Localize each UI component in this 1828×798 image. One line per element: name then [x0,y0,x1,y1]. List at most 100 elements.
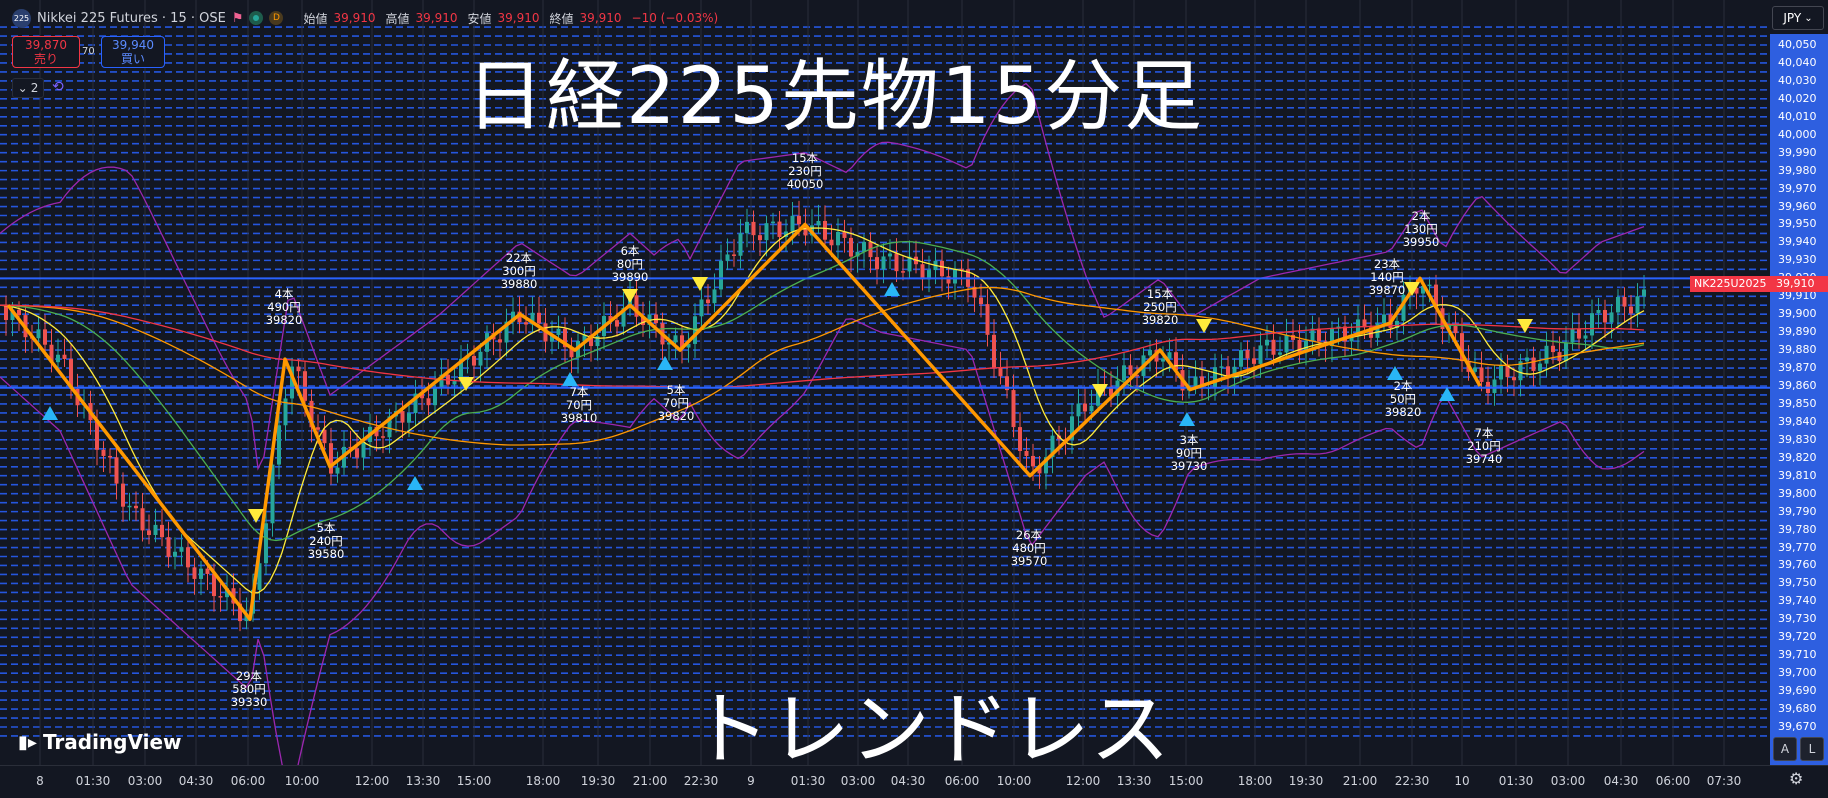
price-tick-label: 39,770 [1778,540,1817,554]
price-tick-label: 39,720 [1778,630,1817,644]
time-tick-label: 06:00 [944,774,980,788]
time-tick-label: 01:30 [75,774,111,788]
candle-body [745,221,749,234]
symbol-badge[interactable]: 225 [12,8,31,28]
candle-body [348,446,353,449]
candle-body [719,260,723,290]
candle-body [504,321,509,343]
time-tick-label: 10:00 [996,774,1032,788]
candle-body [1330,328,1334,347]
auto-scale-button[interactable]: A [1773,737,1797,761]
candle-body [1596,309,1601,314]
candle-body [290,366,294,399]
flag-icon[interactable]: ⚑ [231,10,244,26]
candle-body [426,398,431,406]
time-tick-label: 15:00 [456,774,492,788]
candle-body [537,312,541,324]
candle-body [1018,427,1022,451]
candle-body [992,334,996,369]
candle-body [907,256,912,272]
candle-body [888,253,892,257]
price-tick-label: 39,800 [1778,486,1817,500]
candle-body [816,220,821,226]
candle-body [257,563,262,590]
moving-average-series [0,227,1645,594]
tradingview-logo[interactable]: ▮▸ TradingView [18,730,182,754]
candle-body [309,400,314,428]
time-tick-label: 21:00 [632,774,668,788]
candle-body [1245,350,1250,359]
price-tick-label: 39,900 [1778,307,1817,321]
candle-body [439,374,444,388]
price-tick-label: 39,750 [1778,576,1817,590]
candle-body [121,483,125,507]
candle-body [706,299,710,304]
price-tick-label: 39,940 [1778,235,1817,249]
signal-markers [42,277,1533,523]
candle-body [1174,352,1178,371]
candle-body [413,393,418,414]
chevron-down-icon: ⌄ [1804,12,1813,24]
price-tick-label: 39,760 [1778,558,1817,572]
candle-body [283,398,288,426]
candle-body [1167,352,1172,359]
candle-body [1414,287,1419,294]
candle-body [589,335,593,347]
candle-body [1609,312,1614,323]
log-scale-button[interactable]: L [1800,737,1824,761]
settings-gear-icon[interactable]: ⚙ [1789,769,1804,788]
candle-body [303,371,307,401]
currency-selector[interactable]: JPY ⌄ [1772,6,1824,30]
candle-body [1044,457,1048,474]
candle-body [946,276,951,284]
candle-body [1297,339,1302,353]
zigzag-series [6,222,1482,622]
candle-body [875,257,879,270]
currency-label: JPY [1783,11,1802,25]
candle-body [1642,289,1646,297]
candle-body [335,467,340,474]
loop-icon[interactable]: ⟲ [52,79,64,95]
candle-body [192,567,197,579]
candle-body [1427,284,1432,287]
candle-body [1375,323,1380,338]
candle-body [1362,319,1367,328]
candle-body [595,336,600,347]
sell-signal-marker [1517,319,1533,333]
time-tick-label: 9 [747,774,755,788]
candle-body [1096,385,1100,406]
candle-body [459,358,463,382]
candle-body [829,239,834,246]
price-tick-label: 39,860 [1778,379,1817,392]
open-value: 39,910 [333,11,376,25]
time-tick-label: 12:00 [354,774,390,788]
time-tick-label: 18:00 [1237,774,1273,788]
candle-body [985,304,990,335]
time-axis[interactable]: 8 01:30 03:00 04:30 06:00 10:00 12:00 13:30 15:0… [0,765,1828,798]
candle-body [1544,345,1549,364]
chart-plot-area[interactable] [0,0,1770,765]
candle-body [1570,328,1575,343]
sell-button[interactable]: 39,870 売り [12,36,80,68]
candle-body [1616,296,1620,313]
price-tick-label: 39,870 [1778,361,1817,375]
buy-button[interactable]: 39,940 買い [101,36,165,68]
symbol-tag: NK225U2025 [1690,276,1771,292]
price-tick-label: 39,950 [1778,217,1817,231]
candle-body [218,596,223,598]
price-axis[interactable]: 40,050 40,040 40,030 40,020 40,010 40,000 39,9… [1770,34,1828,765]
candle-body [1551,345,1555,353]
candle-body [641,316,645,326]
candle-body [920,264,925,280]
swing-annotation: 23本 140円 39870 [1368,257,1406,297]
candle-body [186,547,190,568]
price-tick-label: 39,960 [1778,199,1817,213]
time-tick-label: 8 [36,774,44,788]
swing-annotation: 26本 480円 39570 [1010,528,1048,568]
indicator-toggle[interactable]: ⌄ 2 [12,78,44,98]
symbol-title[interactable]: Nikkei 225 Futures · 15 · OSE [37,10,226,26]
candle-body [205,568,210,574]
swing-annotation: 7本 210円 39740 [1465,426,1503,466]
candle-body [1421,285,1425,294]
candle-body [1109,386,1113,396]
